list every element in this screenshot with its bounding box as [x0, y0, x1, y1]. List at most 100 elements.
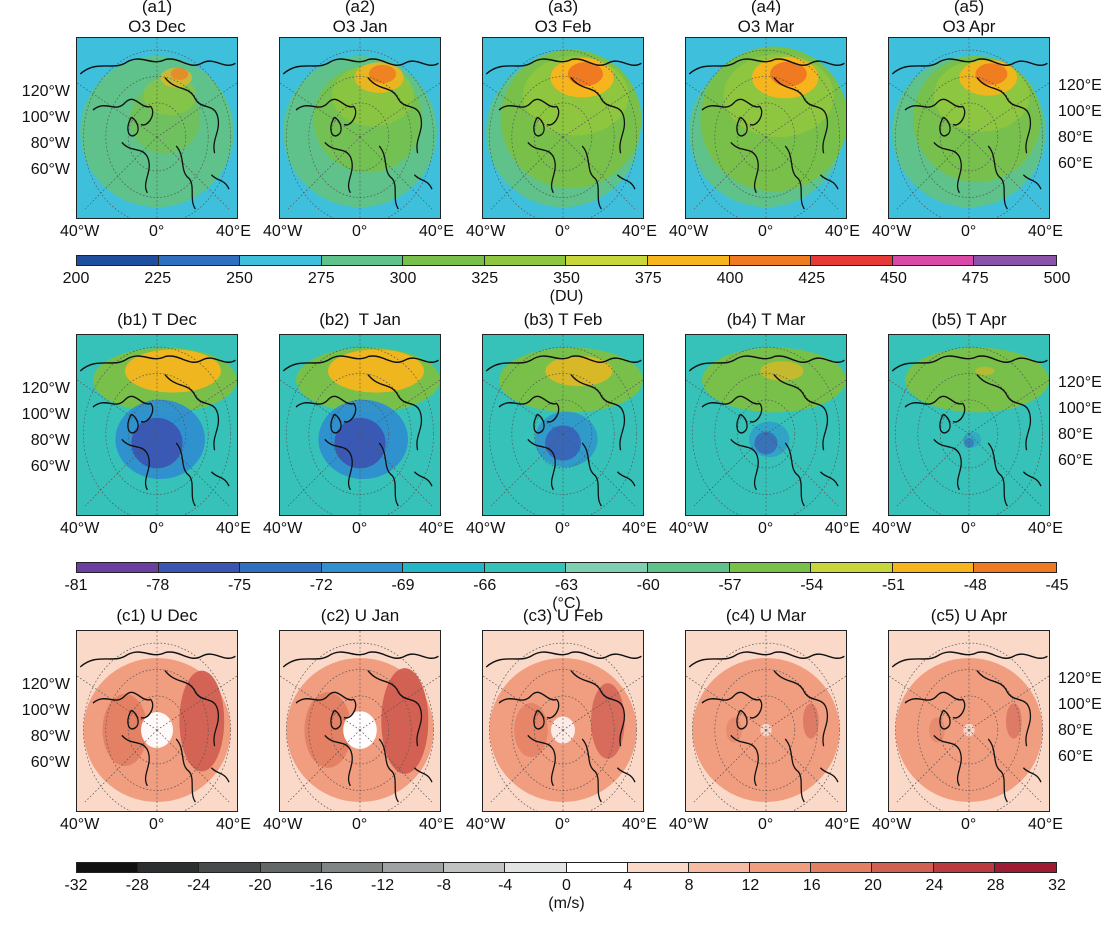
map-panel-u-4 [685, 630, 847, 812]
lon-label: 40°E [622, 520, 657, 537]
colorbar-segment [77, 863, 139, 872]
colorbar-tick: -24 [187, 877, 211, 894]
map-panel-o3-1 [76, 37, 238, 219]
lat-label-right: 100°E [1058, 400, 1102, 417]
colorbar-tick: 450 [880, 270, 907, 287]
contour-region [368, 64, 396, 84]
lon-label: 0° [352, 223, 368, 240]
lon-label: 40°W [669, 223, 709, 240]
contour-field [280, 631, 440, 811]
panel-title: (a4) O3 Mar [685, 0, 847, 37]
contour-region [591, 683, 625, 759]
lon-label: 40°E [419, 816, 454, 833]
lon-label: 40°W [466, 223, 506, 240]
contour-field [483, 335, 643, 515]
colorbar-tick: -12 [371, 877, 395, 894]
colorbar-tick: -63 [554, 577, 579, 594]
lon-label: 0° [758, 520, 774, 537]
lon-label: 40°E [216, 816, 251, 833]
graticule [483, 335, 643, 515]
colorbar-tick: 0 [562, 877, 571, 894]
lon-label: 40°E [1028, 816, 1063, 833]
colorbar-segment [240, 256, 322, 265]
colorbar-tick: 350 [553, 270, 580, 287]
panel-title: (b4) T Mar [685, 310, 847, 330]
graticule [280, 335, 440, 515]
graticule [889, 631, 1049, 811]
coastlines [79, 58, 236, 210]
contour-field [280, 335, 440, 515]
contour-region [963, 431, 982, 448]
panel-label: (c1) U Dec [116, 606, 198, 625]
colorbar-tick: -4 [498, 877, 513, 894]
colorbar-segment [566, 256, 649, 265]
panel-title: (a1) O3 Dec [76, 0, 238, 37]
lat-label-left: 120°W [21, 676, 70, 693]
colorbar-tick: 400 [716, 270, 744, 287]
colorbar-segment [892, 563, 975, 572]
colorbar-u [76, 862, 1057, 873]
graticule [280, 631, 440, 811]
colorbar-tick: -51 [881, 577, 906, 594]
lat-label-right: 60°E [1058, 452, 1093, 469]
colorbar-tick: -28 [125, 877, 149, 894]
colorbar-tick: -60 [636, 577, 660, 594]
contour-field [280, 38, 440, 218]
colorbar-segment [627, 863, 689, 872]
panel-label: (c4) U Mar [725, 606, 807, 625]
map-panel-u-3 [482, 630, 644, 812]
colorbar-tick: -57 [718, 577, 742, 594]
coastlines [485, 355, 642, 507]
lon-label: 40°E [419, 223, 454, 240]
colorbar-unit: (°C) [552, 595, 581, 612]
map-panel-u-5 [888, 630, 1050, 812]
lat-label-right: 80°E [1058, 722, 1093, 739]
colorbar-tick: -8 [436, 877, 451, 894]
colorbar-segment [648, 563, 730, 572]
lon-label: 40°W [669, 520, 709, 537]
colorbar-o3 [76, 255, 1057, 266]
panel-title: (a2) O3 Jan [279, 0, 441, 37]
map-panel-t-4 [685, 334, 847, 516]
lon-label: 0° [555, 520, 571, 537]
coastlines [891, 355, 1048, 507]
graticule [483, 631, 643, 811]
lon-label: 40°E [825, 223, 860, 240]
colorbar-segment [199, 863, 261, 872]
colorbar-tick: -66 [473, 577, 497, 594]
map-panel-o3-4 [685, 37, 847, 219]
lon-label: 0° [149, 816, 165, 833]
contour-field [686, 631, 846, 811]
lat-label-left: 80°W [30, 432, 70, 449]
lon-label: 40°W [60, 223, 100, 240]
lon-label: 40°W [669, 816, 709, 833]
colorbar-tick: 500 [1043, 270, 1071, 287]
lat-label-left: 100°W [21, 702, 70, 719]
lat-label-right: 80°E [1058, 426, 1093, 443]
colorbar-tick: -48 [963, 577, 987, 594]
colorbar-segment [648, 256, 730, 265]
colorbar-segment [382, 863, 445, 872]
lat-label-left: 80°W [30, 728, 70, 745]
colorbar-segment [811, 563, 893, 572]
coastlines [485, 58, 642, 210]
colorbar-tick: -20 [248, 877, 272, 894]
colorbar-tick: 425 [798, 270, 826, 287]
colorbar-tick: 12 [741, 877, 760, 894]
colorbar-segment [484, 256, 567, 265]
contour-field [77, 335, 237, 515]
map-panel-o3-2 [279, 37, 441, 219]
lon-label: 0° [758, 223, 774, 240]
graticule [77, 335, 237, 515]
colorbar-t [76, 562, 1057, 573]
colorbar-segment [729, 563, 812, 572]
lat-label-left: 120°W [21, 83, 70, 100]
contour-field [483, 38, 643, 218]
colorbar-tick: 16 [802, 877, 821, 894]
lat-label-left: 100°W [21, 406, 70, 423]
colorbar-tick: -69 [391, 577, 415, 594]
colorbar-segment [811, 863, 873, 872]
colorbar-tick: 275 [307, 270, 335, 287]
colorbar-segment [158, 256, 241, 265]
graticule [280, 38, 440, 218]
